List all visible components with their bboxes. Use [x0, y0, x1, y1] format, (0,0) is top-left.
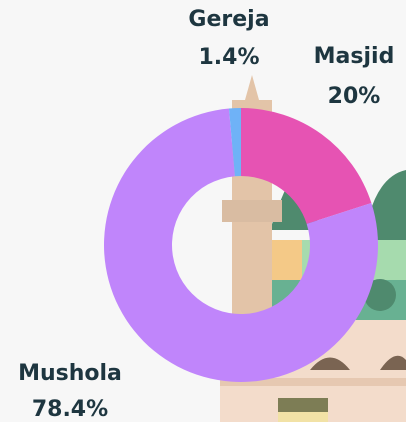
slice-label: Mushola: [18, 361, 122, 386]
slice-value-label: 78.4%: [32, 397, 108, 422]
slice-label: Gereja: [188, 7, 269, 32]
slice-value-label: 20%: [328, 84, 381, 109]
slice-value-label: 1.4%: [198, 45, 259, 70]
chart: Gereja 1.4% Masjid 20% Mushola 78.4%: [0, 0, 406, 422]
slice-label: Masjid: [314, 44, 395, 69]
